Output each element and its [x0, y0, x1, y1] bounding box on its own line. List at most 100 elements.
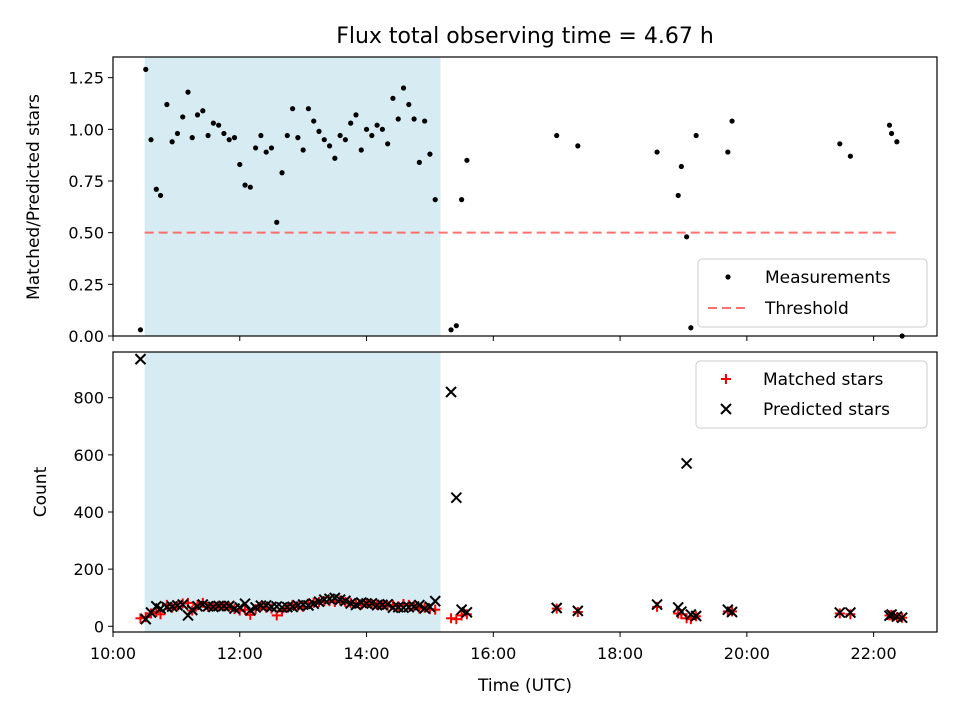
- measurement-point: [157, 192, 164, 199]
- measurement-point: [678, 163, 684, 170]
- measurement-point: [358, 147, 364, 153]
- top-legend: Measurements Threshold: [697, 258, 928, 328]
- predicted-stars-points: [134, 353, 908, 625]
- predicted-star-point: [651, 598, 663, 611]
- predicted-star-point: [896, 612, 908, 624]
- measurement-point: [406, 101, 412, 108]
- measurement-points: [137, 66, 905, 339]
- measurement-point: [888, 130, 895, 137]
- matched-star-point: [192, 599, 203, 610]
- predicted-star-point: [675, 606, 688, 618]
- measurement-point: [210, 120, 216, 126]
- measurement-point: [411, 116, 417, 122]
- y-tick-label: 0: [94, 617, 104, 636]
- top-ylabel: Matched/Predicted stars: [24, 94, 44, 300]
- measurement-point: [464, 157, 470, 163]
- measurement-point: [886, 122, 893, 128]
- bottom-x-ticks: 10:00 12:00 14:00 16:00 18:00 20:00 22:00: [90, 632, 897, 663]
- measurement-point: [148, 137, 154, 143]
- legend-matched-marker: [721, 374, 731, 384]
- x-axis-label: Time (UTC): [477, 676, 572, 696]
- measurement-point: [337, 132, 343, 139]
- measurement-point: [279, 170, 285, 176]
- y-tick-label: 0.50: [68, 224, 104, 243]
- measurement-point: [164, 101, 170, 108]
- measurement-point: [374, 122, 380, 128]
- measurement-point: [231, 135, 238, 141]
- top-panel: 0.00 0.25 0.50 0.75 1.00 1.25 Matched/Predict…: [24, 56, 938, 346]
- measurement-point: [554, 132, 560, 139]
- bottom-axes-frame: [112, 351, 938, 633]
- measurement-point: [894, 139, 900, 145]
- measurement-point: [316, 128, 322, 134]
- predicted-star-point: [450, 492, 463, 504]
- x-tick-label: 12:00: [217, 644, 263, 663]
- top-legend-box: [697, 258, 928, 328]
- legend-measurements-label: Measurements: [765, 268, 891, 288]
- measurement-point: [332, 155, 338, 161]
- measurement-point: [263, 149, 269, 155]
- measurement-point: [242, 182, 248, 188]
- measurement-point: [268, 145, 275, 151]
- bottom-legend-box: [695, 360, 928, 429]
- measurement-point: [837, 141, 843, 147]
- measurement-point: [575, 143, 581, 149]
- y-tick-label: 0.00: [68, 327, 104, 346]
- measurement-point: [416, 159, 422, 165]
- measurement-point: [205, 132, 211, 139]
- measurement-point: [295, 135, 301, 141]
- predicted-star-point: [726, 606, 738, 618]
- measurement-point: [185, 89, 191, 95]
- measurement-point: [311, 118, 317, 124]
- measurement-point: [253, 145, 259, 151]
- measurement-point: [422, 118, 428, 124]
- bottom-ylabel: Count: [31, 466, 51, 517]
- predicted-star-point: [134, 353, 147, 365]
- measurement-point: [342, 137, 349, 143]
- matched-star-point: [451, 614, 462, 625]
- predicted-star-point: [381, 598, 394, 610]
- bottom-shaded-span: [144, 352, 441, 632]
- measurement-point: [258, 132, 264, 139]
- measurement-point: [137, 327, 144, 333]
- measurement-point: [385, 141, 391, 147]
- measurement-point: [200, 108, 206, 114]
- predicted-star-point: [461, 606, 473, 618]
- predicted-star-point: [234, 601, 246, 614]
- predicted-star-point: [834, 606, 846, 619]
- measurement-point: [353, 112, 359, 118]
- measurement-point: [189, 135, 195, 141]
- measurement-point: [326, 143, 333, 149]
- legend-threshold-label: Threshold: [764, 299, 849, 319]
- measurement-point: [400, 85, 407, 91]
- x-tick-label: 18:00: [597, 644, 643, 663]
- top-x-ticks: [112, 336, 875, 341]
- measurement-point: [684, 234, 690, 240]
- measurement-point: [284, 132, 290, 139]
- measurement-point: [153, 186, 159, 192]
- measurement-point: [321, 137, 327, 143]
- y-tick-label: 600: [73, 446, 104, 465]
- measurement-point: [427, 151, 433, 157]
- predicted-star-point: [177, 598, 189, 611]
- measurement-point: [688, 325, 694, 331]
- measurement-point: [448, 327, 454, 333]
- bottom-legend: Matched stars Predicted stars: [695, 360, 928, 429]
- bottom-panel: 0 200 400 600 800 10:00 12:00 14:00 16:00 18:00 2…: [31, 351, 938, 696]
- top-y-ticks: 0.00 0.25 0.50 0.75 1.00 1.25: [68, 69, 113, 346]
- legend-predicted-marker: [720, 403, 732, 415]
- measurement-point: [348, 120, 354, 126]
- y-tick-label: 1.25: [68, 69, 104, 88]
- measurement-point: [432, 197, 438, 203]
- legend-predicted-label: Predicted stars: [763, 400, 890, 420]
- y-tick-label: 800: [73, 389, 104, 408]
- predicted-star-point: [445, 386, 457, 398]
- measurement-point: [379, 126, 385, 132]
- x-tick-label: 16:00: [470, 644, 516, 663]
- measurement-point: [693, 132, 699, 139]
- y-tick-label: 0.25: [68, 275, 104, 294]
- measurement-point: [289, 106, 296, 112]
- predicted-star-point: [680, 457, 693, 470]
- bottom-y-ticks: 0 200 400 600 800: [73, 389, 113, 636]
